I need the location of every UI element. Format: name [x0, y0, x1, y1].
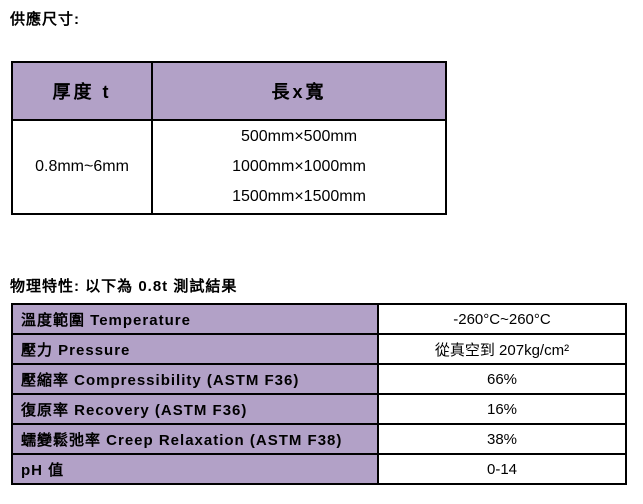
size-option-1500: 1500mm×1500mm	[232, 188, 366, 205]
physical-properties-table: 溫度範圍 Temperature -260°C~260°C 壓力 Pressur…	[11, 303, 627, 485]
supply-table-thickness-value: 0.8mm~6mm	[13, 121, 153, 213]
property-value-compressibility: 66%	[486, 370, 518, 388]
property-value-pressure: 從真空到 207kg/cm²	[434, 341, 570, 359]
supply-table-header-length-width: 長x寬	[153, 63, 445, 121]
size-option-1000: 1000mm×1000mm	[232, 158, 366, 175]
property-label-temperature: 溫度範圍 Temperature	[13, 305, 379, 333]
table-row: 壓力 Pressure 從真空到 207kg/cm²	[13, 335, 625, 365]
property-label-compressibility: 壓縮率 Compressibility (ASTM F36)	[13, 365, 379, 393]
property-value-temperature: -260°C~260°C	[453, 310, 551, 328]
property-label-recovery: 復原率 Recovery (ASTM F36)	[13, 395, 379, 423]
table-row: pH 值 0-14	[13, 455, 625, 483]
table-row: 壓縮率 Compressibility (ASTM F36) 66%	[13, 365, 625, 395]
table-row: 復原率 Recovery (ASTM F36) 16%	[13, 395, 625, 425]
property-value-ph: 0-14	[486, 460, 518, 478]
supply-sizes-table: 厚度 t 長x寬 0.8mm~6mm 500mm×500mm 1000mm×10…	[11, 61, 447, 215]
property-value-creep-relaxation: 38%	[486, 430, 518, 448]
supply-sizes-heading: 供應尺寸:	[10, 11, 80, 28]
physical-properties-heading: 物理特性: 以下為 0.8t 測試結果	[10, 278, 238, 295]
property-label-pressure: 壓力 Pressure	[13, 335, 379, 363]
property-label-ph: pH 值	[13, 455, 379, 483]
table-row: 蠕變鬆弛率 Creep Relaxation (ASTM F38) 38%	[13, 425, 625, 455]
table-row: 溫度範圍 Temperature -260°C~260°C	[13, 305, 625, 335]
supply-table-header-thickness: 厚度 t	[13, 63, 153, 121]
size-option-500: 500mm×500mm	[240, 128, 358, 145]
property-value-recovery: 16%	[486, 400, 518, 418]
property-label-creep-relaxation: 蠕變鬆弛率 Creep Relaxation (ASTM F38)	[13, 425, 379, 453]
supply-table-sizes-cell: 500mm×500mm 1000mm×1000mm 1500mm×1500mm	[153, 121, 445, 213]
